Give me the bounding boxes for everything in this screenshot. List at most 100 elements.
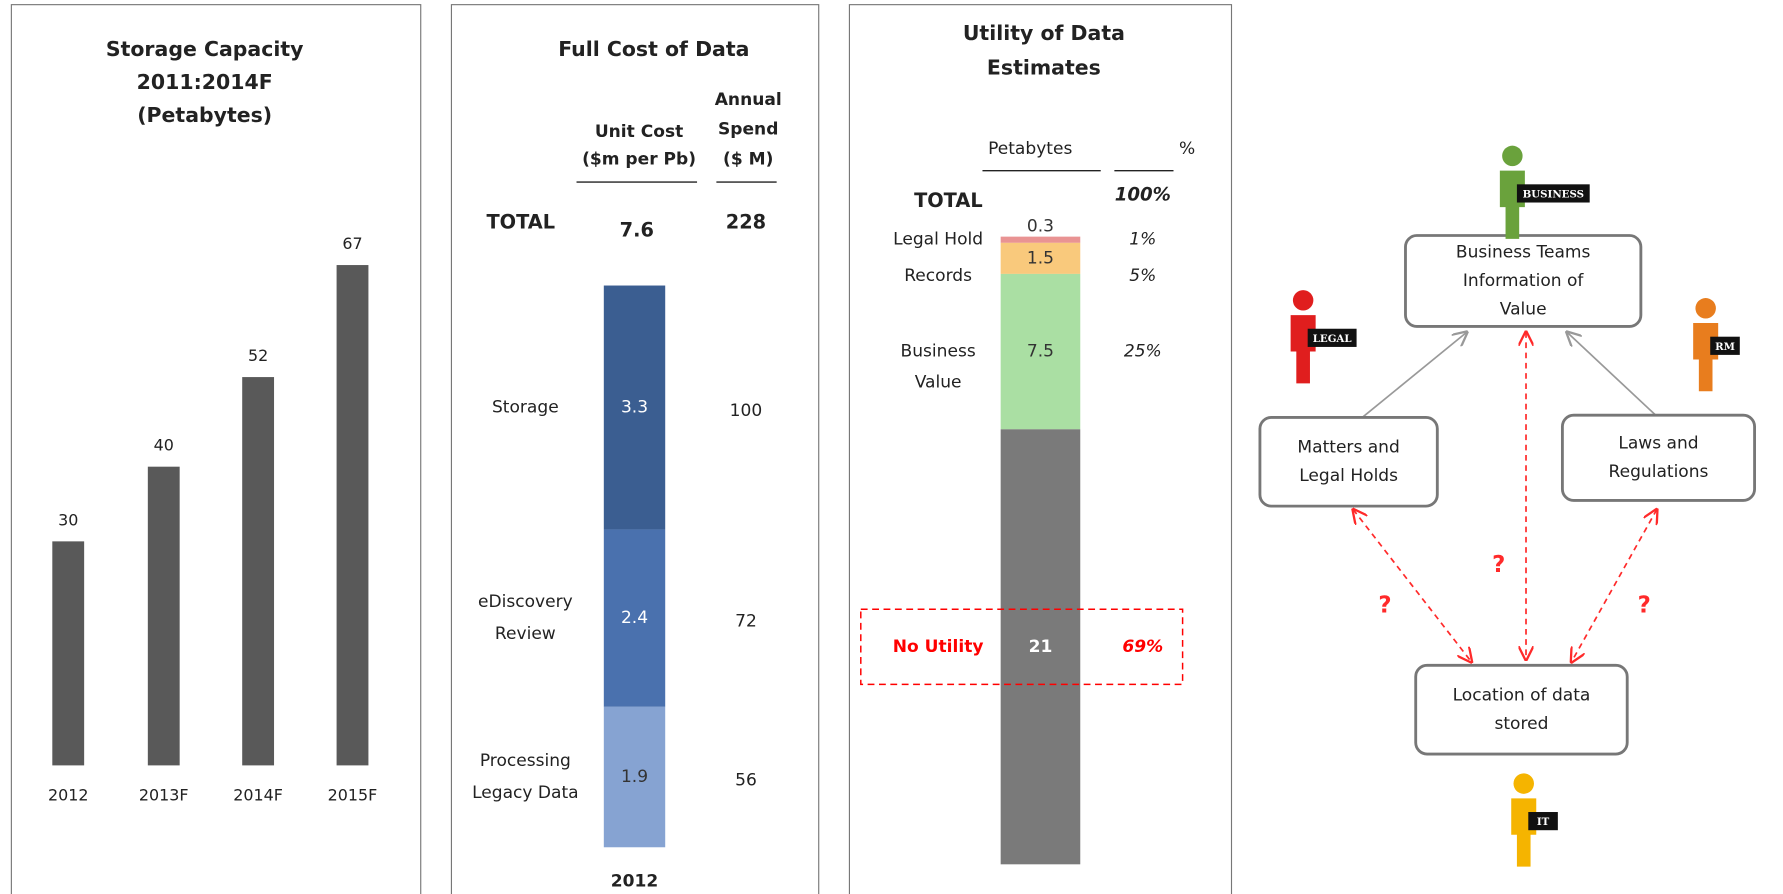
segment-name: Records	[904, 266, 972, 286]
x-tick-label: 2014F	[233, 786, 283, 805]
arrows	[1353, 332, 1657, 662]
person-head	[1292, 290, 1314, 311]
node-label: Business Teams	[1456, 243, 1591, 263]
chart-title: 2011:2014F	[137, 70, 273, 94]
node-label: Location of data	[1453, 685, 1591, 705]
question-mark: ?	[1638, 593, 1651, 619]
highlight-box	[860, 608, 1184, 686]
x-tick-label: 2012	[48, 786, 88, 805]
node-label: Regulations	[1609, 462, 1709, 482]
value-label: 3.3	[621, 397, 648, 417]
share-label: 5%	[1129, 266, 1156, 286]
panel	[10, 4, 422, 894]
question-mark: ?	[1492, 552, 1505, 578]
node	[1560, 413, 1756, 502]
bar	[336, 265, 369, 766]
bar-segment	[603, 529, 666, 707]
tag-bg	[1516, 184, 1590, 203]
node-label: Legal Holds	[1299, 466, 1398, 486]
column-header: Petabytes	[988, 139, 1072, 159]
share-label: 69%	[1122, 637, 1163, 657]
person-body	[1693, 323, 1719, 392]
bar-segment	[603, 706, 666, 848]
segment-name: Value	[915, 372, 962, 392]
person-head	[1695, 298, 1716, 319]
share-label: 25%	[1124, 342, 1162, 362]
value-label: 40	[154, 436, 174, 455]
node	[1404, 234, 1643, 328]
bar	[52, 541, 85, 766]
node-label: stored	[1494, 714, 1548, 734]
value-label: 7.5	[1027, 342, 1054, 362]
column-header: Annual	[715, 90, 782, 110]
total-value: 7.6	[620, 218, 654, 241]
bar-segment	[1000, 273, 1081, 430]
segment-name: Legacy Data	[472, 783, 579, 803]
spend-label: 56	[735, 770, 757, 790]
node-label: Matters and	[1297, 438, 1399, 458]
tag-bg	[1710, 336, 1740, 355]
value-label: 30	[58, 510, 78, 529]
value-label: 21	[1029, 637, 1053, 657]
x-tick-label: 2015F	[328, 786, 378, 805]
bar-segment	[1000, 242, 1081, 274]
value-label: 67	[342, 234, 362, 253]
arrow	[1571, 510, 1656, 662]
person-body	[1290, 315, 1316, 384]
value-label: 52	[248, 346, 268, 365]
segment-name: eDiscovery	[478, 592, 573, 612]
column-header: ($ M)	[723, 149, 773, 169]
segment-name: Review	[495, 624, 556, 644]
person-tag: RM	[1715, 341, 1735, 353]
value-label: 1.5	[1027, 248, 1054, 268]
segment-name: Storage	[492, 397, 559, 417]
node-label: Laws and	[1618, 434, 1698, 454]
x-tick-label: 2012	[611, 871, 658, 891]
chart-title: Utility of Data	[963, 21, 1125, 45]
node-label: Information of	[1463, 271, 1585, 291]
bar	[147, 466, 180, 766]
column-header: Unit Cost	[595, 122, 683, 142]
bar-segment	[1000, 236, 1081, 243]
column-header: Spend	[718, 120, 778, 140]
arrow	[1361, 332, 1467, 419]
person-body	[1511, 798, 1537, 867]
column-header: %	[1179, 139, 1195, 159]
spend-label: 72	[735, 612, 757, 632]
bar-segment	[1000, 429, 1081, 865]
person-tag: IT	[1537, 816, 1550, 828]
total-spend: 228	[726, 210, 766, 233]
chart-title: Estimates	[987, 55, 1101, 79]
question-mark: ?	[1378, 593, 1391, 619]
bar-segment	[603, 285, 666, 530]
x-tick-label: 2013F	[139, 786, 189, 805]
person-tag: BUSINESS	[1523, 189, 1584, 201]
segment-name: Business	[901, 342, 976, 362]
tag-bg	[1528, 812, 1558, 831]
total-share: 100%	[1115, 185, 1171, 206]
tag-bg	[1307, 328, 1357, 347]
value-label: 1.9	[621, 767, 648, 787]
panel	[450, 4, 820, 894]
spend-label: 100	[730, 401, 763, 421]
segment-name: Processing	[480, 751, 571, 771]
value-label: 2.4	[621, 608, 648, 628]
segment-name: No Utility	[893, 637, 984, 657]
person-head	[1513, 773, 1534, 794]
arrow	[1567, 332, 1657, 416]
column-header: ($m per Pb)	[582, 149, 696, 169]
panel	[848, 4, 1233, 894]
person-body	[1499, 170, 1525, 239]
node	[1258, 416, 1439, 508]
value-label: 0.3	[1027, 216, 1054, 236]
node-label: Value	[1500, 299, 1547, 319]
person-head	[1502, 145, 1523, 167]
chart-title: (Petabytes)	[137, 103, 272, 127]
person-tag: LEGAL	[1313, 333, 1352, 345]
total-label: TOTAL	[487, 210, 556, 233]
node	[1414, 663, 1629, 756]
arrow	[1353, 510, 1471, 662]
share-label: 1%	[1129, 230, 1156, 250]
bar	[242, 377, 275, 766]
